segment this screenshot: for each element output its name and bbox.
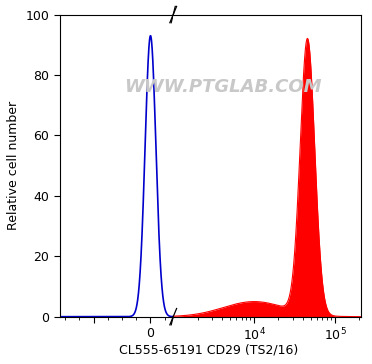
- Text: WWW.PTGLAB.COM: WWW.PTGLAB.COM: [125, 78, 322, 96]
- Text: CL555-65191 CD29 (TS2/16): CL555-65191 CD29 (TS2/16): [119, 344, 298, 357]
- Y-axis label: Relative cell number: Relative cell number: [7, 101, 20, 230]
